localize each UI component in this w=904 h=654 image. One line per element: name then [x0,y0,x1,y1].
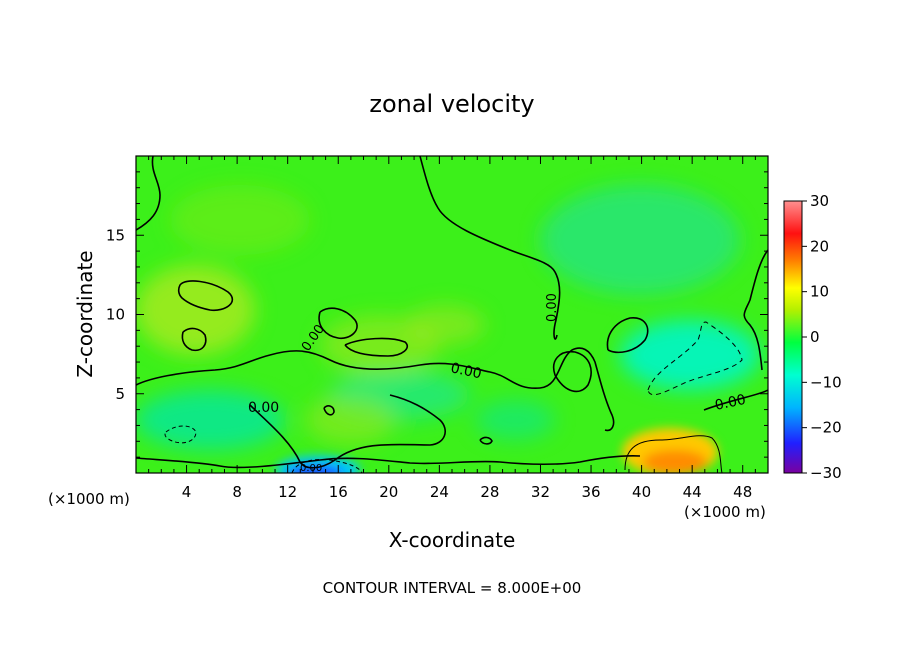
contour-loop-small-center [323,405,335,416]
y-tick-label: 10 [106,306,125,324]
cold-core-bottom [287,465,343,473]
colorbar-tick-label: −10 [810,373,842,391]
contour-interval-note: CONTOUR INTERVAL = 8.000E+00 [323,579,582,597]
chart-title: zonal velocity [369,90,534,118]
x-tick-label: 8 [232,483,242,501]
contour-label-2: 0.00 [449,360,483,382]
contour-label-6: 0.00 [300,463,322,474]
colorbar-labels: 30 20 10 0 −10 −20 −30 [810,192,842,482]
contour-loop-center [553,350,592,393]
colorbar-tick-label: −30 [810,464,842,482]
contour-zero-upper [419,156,561,340]
contour-loop-center-a [318,307,358,340]
x-tick-label: 12 [278,483,297,501]
x-tick-label: 48 [733,483,752,501]
warm-region-left [136,265,255,355]
x-tick-label: 16 [329,483,348,501]
contour-positive-bottom-right [624,435,723,473]
colorbar-tick-label: −20 [810,419,842,437]
y-axis-label: Z-coordinate [73,250,97,377]
contour-label-4: 0.00 [545,293,560,322]
x-tick-label: 40 [632,483,651,501]
y-tick-label: 5 [115,385,125,403]
x-axis-label: X-coordinate [389,528,516,552]
contour-zero-bottom [136,455,641,469]
contour-label-5: 0.00 [714,392,748,414]
heatmap-field: 0.00 0.00 0.00 0.00 0.00 0.00 [136,156,768,474]
contour-loop-small-left [181,327,207,352]
colorbar [783,200,803,474]
contour-negative-left [164,425,197,444]
x-tick-label: 36 [581,483,600,501]
contour-lines [136,156,768,473]
colorbar-tick-label: 30 [810,192,829,210]
y-tick-label: 15 [106,226,125,244]
axis-ticks [136,156,768,473]
cool-region-upper-right [540,185,740,295]
x-tick-label: 24 [430,483,449,501]
x-unit-label-right: (×1000 m) [684,503,766,521]
contour-loop-center-b [344,337,409,357]
x-tick-labels: 4 8 12 16 20 24 28 32 36 40 44 48 [182,483,752,501]
x-tick-label: 44 [683,483,702,501]
colorbar-tick-label: 0 [810,328,820,346]
contour-zero-lower [249,394,446,469]
y-tick-labels: 5 10 15 [106,226,125,403]
contour-negative-bottom [291,459,363,473]
contour-zero-right-edge [743,249,768,371]
cool-region-right [620,320,760,390]
cool-region-center [475,400,555,440]
contour-zero-middle [136,347,615,432]
contour-loop-left [177,280,234,312]
x-tick-label: 32 [531,483,550,501]
x-tick-label: 28 [480,483,499,501]
contour-loop-small-bottom [479,436,493,445]
contour-zero-left [136,156,161,231]
x-unit-label-left: (×1000 m) [48,490,130,508]
warm-region-mid [405,305,485,345]
contour-negative-right [647,321,743,396]
colorbar-tick-label: 20 [810,237,829,255]
warm-region-upper [170,185,310,255]
warm-core-bottom-right [643,450,707,473]
x-tick-label: 4 [182,483,192,501]
warm-region-lower-left [305,395,395,445]
contour-label-1: 0.00 [248,400,279,416]
contour-loop-right [606,317,649,354]
x-tick-label: 20 [379,483,398,501]
cool-region-left [136,390,285,450]
colorbar-ticks [802,200,807,474]
contour-zero-right [703,389,768,411]
colorbar-tick-label: 10 [810,283,829,301]
